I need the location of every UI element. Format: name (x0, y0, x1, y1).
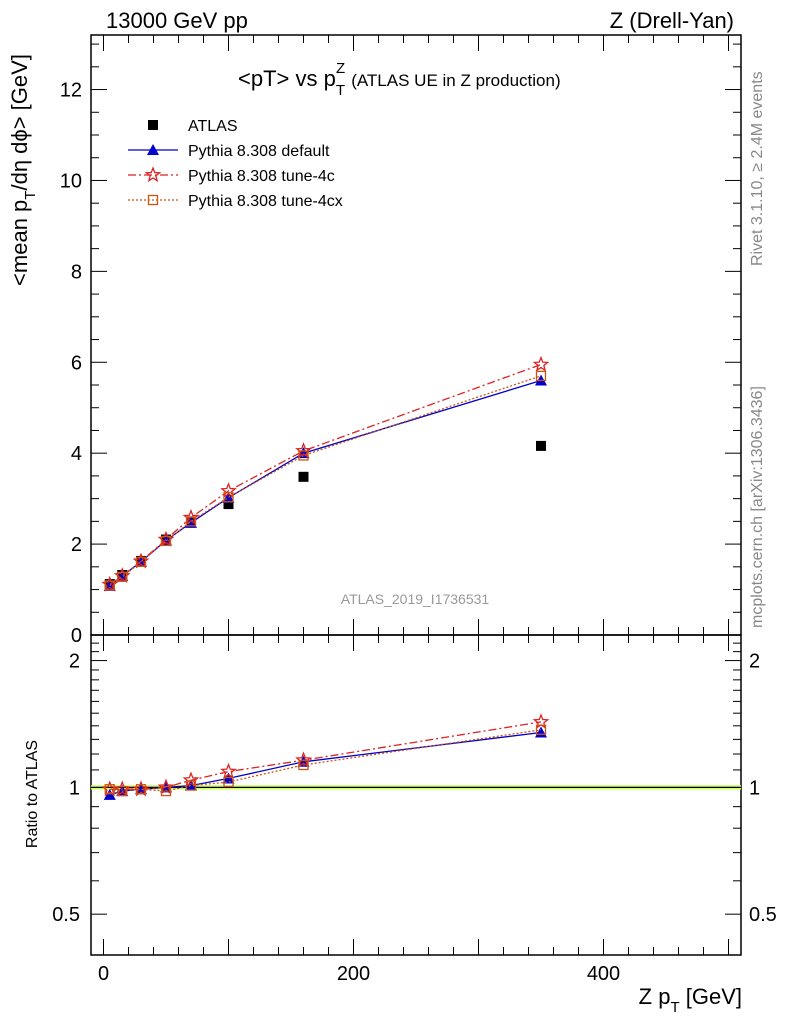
x-axis-label: Z pT [GeV] (639, 984, 742, 1016)
y-axis-label-top: <mean pT/dη dϕ> [GeV] (7, 54, 39, 286)
plot-title: <pT> vs pTZ (ATLAS UE in Z production) (238, 60, 561, 99)
main-panel: 0 2 4 6 8 10 12 (60, 34, 742, 651)
y-label-top-suffix: /dη dϕ> [GeV] (7, 54, 32, 190)
ratio-y-tick-label-right: 1 (749, 777, 760, 799)
point-tune4cx (535, 370, 547, 382)
ratio-point-tune4cx (223, 776, 234, 788)
point-tune4cx (117, 571, 128, 582)
rivet-info: Rivet 3.1.10, ≥ 2.4M events (749, 71, 766, 266)
plot-title-sup: Z (336, 60, 345, 77)
point-tune4cx (135, 556, 147, 567)
ratio-y-tick-label: 1 (69, 777, 80, 799)
y-tick-label: 6 (71, 352, 82, 374)
ratio-point-tune4c (182, 771, 200, 788)
plot-title-suffix: (ATLAS UE in Z production) (351, 71, 560, 90)
legend-marker-tune4cx (147, 194, 159, 206)
point-data (223, 499, 234, 510)
ratio-panel: 0 200 400 0.5 0.5 1 1 2 2 (52, 634, 777, 985)
y-label-top-sub: T (22, 191, 39, 200)
ratio-point-default (185, 779, 197, 791)
ratio-point-tune4cx (117, 785, 128, 797)
ratio-point-tune4cx (535, 724, 547, 735)
y-tick-label: 2 (71, 534, 82, 556)
series-line-tune4cx (109, 375, 542, 587)
y-axis-label-bottom: Ratio to ATLAS (24, 740, 41, 848)
ratio-point-tune4cx (298, 759, 309, 771)
legend: ATLAS Pythia 8.308 default Pythia 8.308 tu… (128, 118, 343, 210)
ratio-point-tune4c (157, 778, 175, 795)
x-tick-label: 0 (98, 963, 109, 985)
ratio-y-tick-label-right: 0.5 (749, 904, 777, 926)
mcplots-info: mcplots.cern.ch [arXiv:1306.3436] (749, 386, 766, 628)
ratio-point-tune4cx (160, 785, 172, 797)
point-tune4c (532, 355, 550, 372)
ratio-y-tick-label-right: 2 (749, 651, 760, 673)
legend-label-default: Pythia 8.308 default (188, 143, 330, 160)
y-tick-label: 8 (71, 261, 82, 283)
x-label-prefix: Z p (639, 984, 671, 1009)
point-tune4cx (223, 492, 234, 503)
legend-label-data: ATLAS (188, 118, 238, 135)
legend-label-tune4c: Pythia 8.308 tune-4c (188, 168, 335, 185)
point-tune4c (220, 482, 237, 499)
x-tick-label: 400 (587, 963, 620, 985)
analysis-watermark: ATLAS_2019_I1736531 (341, 591, 490, 607)
legend-label-tune4cx: Pythia 8.308 tune-4cx (188, 193, 343, 210)
point-data (536, 440, 546, 451)
header-right: Z (Drell-Yan) (610, 8, 734, 33)
legend-marker-data (148, 120, 158, 130)
y-tick-label: 12 (60, 80, 82, 102)
point-tune4cx (185, 516, 197, 527)
ratio-point-tune4c (295, 751, 312, 768)
ratio-point-tune4cx (104, 784, 115, 795)
ratio-point-tune4cx (135, 784, 147, 795)
ratio-y-tick-label: 2 (69, 651, 80, 673)
y-tick-label: 0 (71, 625, 82, 647)
point-tune4c (182, 508, 200, 525)
legend-marker-tune4c (144, 166, 162, 183)
ratio-point-tune4cx (185, 780, 197, 791)
x-label-suffix: [GeV] (680, 984, 742, 1009)
ratio-frame (90, 634, 742, 956)
point-tune4c (295, 442, 312, 459)
point-tune4cx (104, 580, 115, 591)
point-tune4cx (160, 535, 172, 547)
legend-marker-default (147, 144, 159, 155)
ratio-line-tune4cx (109, 729, 542, 792)
plot-title-sub: T (336, 82, 345, 99)
x-tick-label: 200 (337, 963, 370, 985)
point-default (185, 516, 197, 528)
plot-title-main: <pT> vs p (238, 66, 336, 91)
point-data (298, 471, 309, 482)
header-left: 13000 GeV pp (106, 8, 248, 33)
y-label-top-prefix: <mean p (7, 200, 32, 286)
ratio-point-tune4c (220, 762, 237, 779)
ratio-line-tune4c (109, 721, 542, 790)
series-line-default (109, 379, 542, 587)
y-tick-label: 10 (60, 170, 82, 192)
x-label-sub: T (670, 999, 679, 1016)
y-tick-label: 4 (71, 443, 82, 465)
ratio-y-tick-label: 0.5 (52, 904, 80, 926)
point-tune4cx (298, 450, 309, 461)
